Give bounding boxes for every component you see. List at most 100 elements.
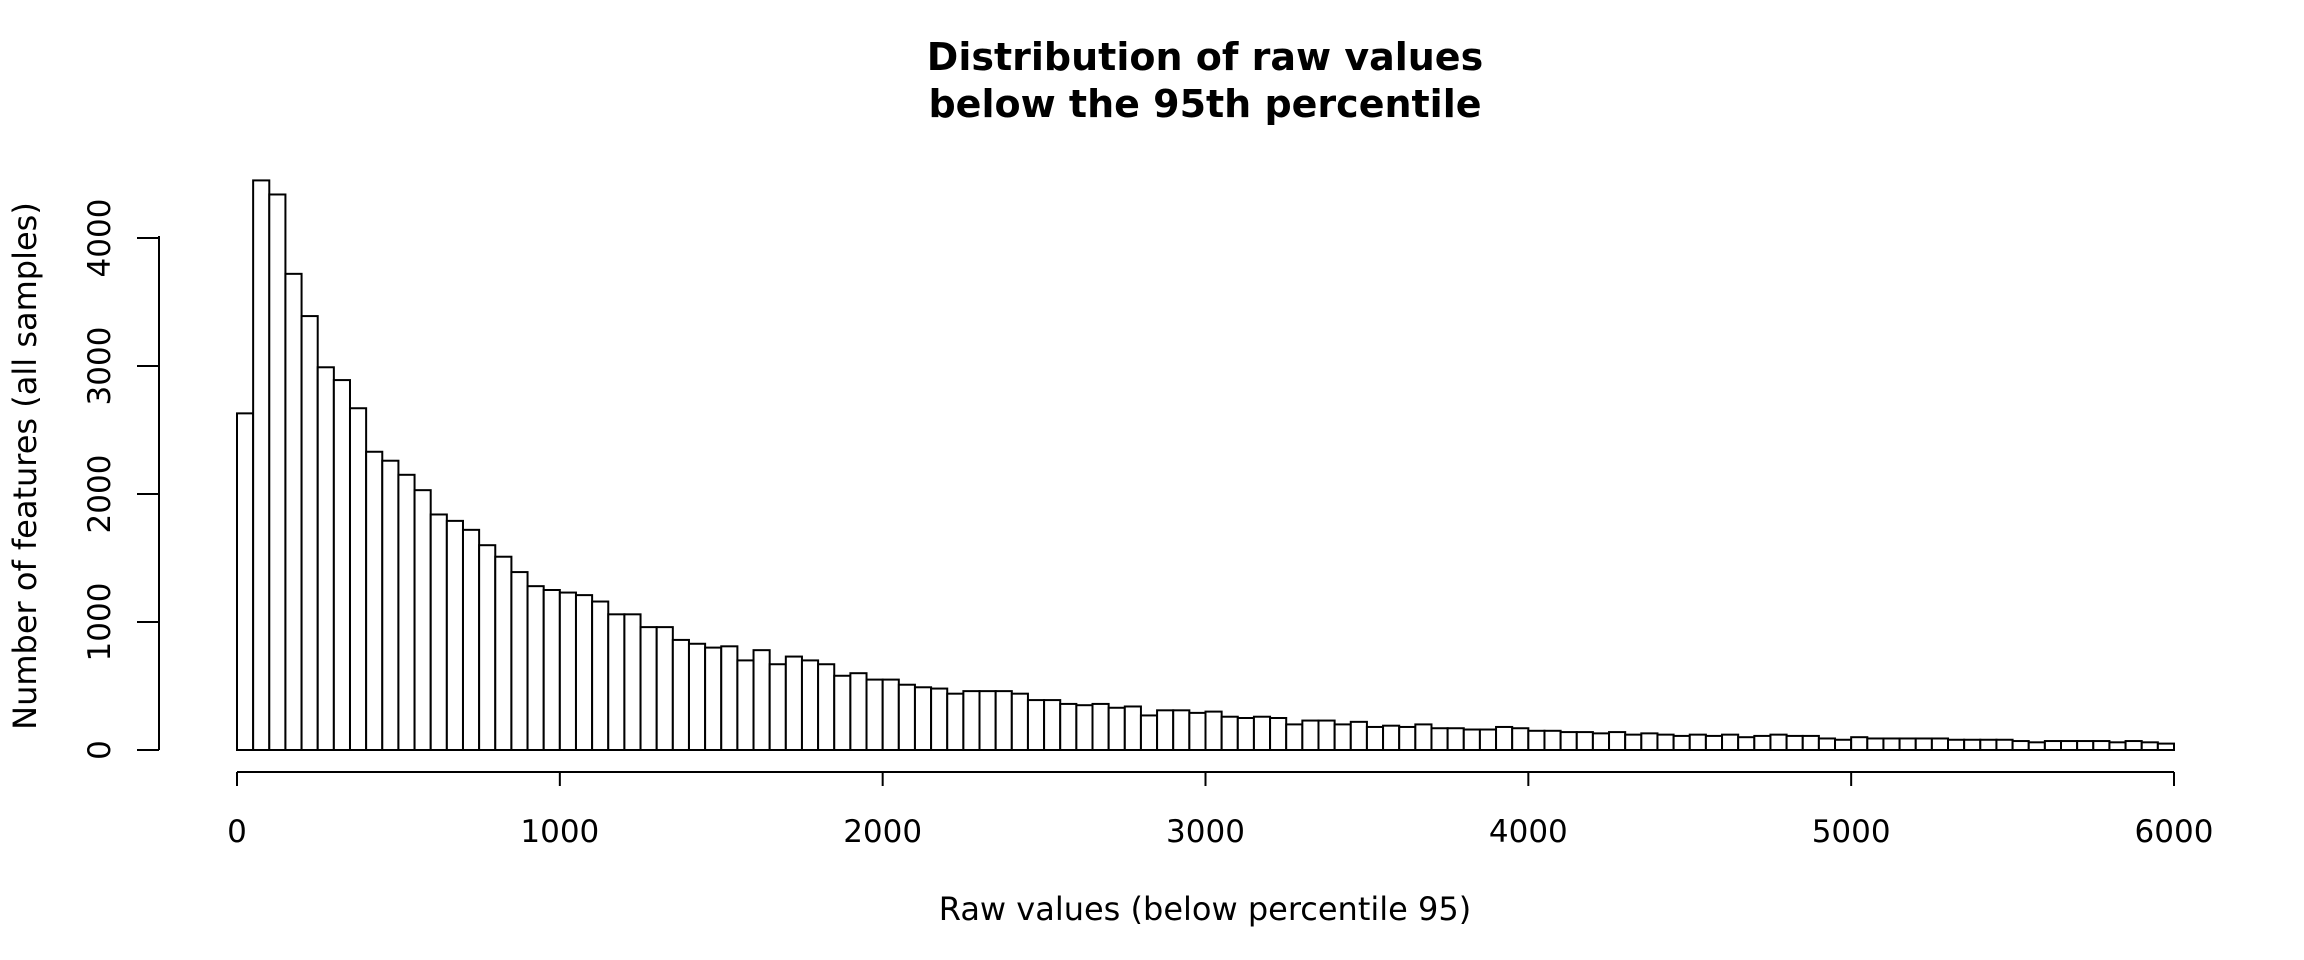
histogram-bar — [2124, 740, 2143, 751]
histogram-bar — [865, 678, 884, 751]
y-axis: 0 1000 2000 3000 4000 — [82, 199, 160, 760]
histogram-bar — [1317, 719, 1336, 751]
histogram-bar — [1737, 736, 1756, 752]
histogram-bar — [687, 642, 707, 752]
histogram-bar — [445, 519, 464, 751]
histogram-bar — [558, 591, 577, 751]
histogram-bar — [881, 678, 900, 751]
histogram-bar — [913, 686, 933, 752]
x-axis-label: Raw values (below percentile 95) — [939, 890, 1471, 928]
histogram-bar — [1495, 725, 1514, 752]
x-tick-label: 6000 — [2135, 814, 2214, 850]
histogram-bar — [1382, 724, 1401, 751]
histogram-bar — [413, 489, 432, 751]
histogram-bar — [2156, 742, 2176, 751]
histogram-bar — [268, 193, 287, 752]
histogram-bar — [817, 663, 836, 751]
histogram-bar — [397, 473, 416, 751]
histogram-bar — [768, 663, 787, 751]
histogram-bar — [1640, 732, 1659, 751]
histogram-bar — [1511, 727, 1530, 751]
x-tick-label: 0 — [227, 814, 247, 850]
histogram-bar — [784, 655, 803, 751]
x-axis: 0 1000 2000 3000 4000 5000 6000 — [227, 771, 2214, 850]
histogram-bar — [1753, 734, 1772, 751]
histogram-bar — [2076, 740, 2095, 751]
histogram-bar — [1430, 727, 1449, 751]
y-axis-label: Number of features (all samples) — [6, 202, 44, 730]
histogram-bar — [1301, 719, 1320, 751]
histogram-bar — [1834, 738, 1853, 752]
histogram-bar — [284, 272, 303, 751]
x-tick-label: 1000 — [520, 814, 599, 850]
histogram-bar — [639, 626, 658, 751]
histogram-bar — [1462, 728, 1481, 752]
histogram-bar — [1269, 717, 1288, 751]
histogram-bar — [332, 379, 351, 751]
histogram-bar — [316, 366, 335, 751]
x-tick-label: 4000 — [1489, 814, 1568, 850]
histogram-bar — [574, 594, 594, 751]
histogram-bar — [2043, 740, 2063, 751]
histogram-bar — [994, 690, 1013, 751]
histogram-bar — [348, 407, 368, 751]
histogram-bar — [1688, 733, 1707, 752]
histogram-bar — [671, 638, 690, 751]
histogram-bar — [494, 555, 513, 751]
histogram-bar — [461, 528, 481, 752]
histogram-bar — [1107, 706, 1126, 752]
y-tick-label: 0 — [82, 740, 118, 760]
chart-title-line1: Distribution of raw values — [927, 35, 1483, 79]
histogram-bar — [704, 646, 723, 751]
histogram-bar — [1398, 725, 1417, 752]
histogram-bar — [2011, 740, 2030, 751]
histogram-bar — [1188, 711, 1207, 752]
histogram-bar — [1672, 734, 1691, 751]
histogram-bar — [1914, 737, 1933, 751]
histogram-bar — [478, 544, 497, 752]
histogram-bar — [365, 450, 384, 751]
histogram-bar — [1624, 733, 1643, 752]
histogram-bar — [381, 459, 400, 751]
histogram-bar — [1608, 731, 1627, 752]
histogram-bar — [1446, 727, 1465, 751]
chart-title-line2: below the 95th percentile — [928, 82, 1481, 126]
histogram-bar — [1236, 717, 1255, 751]
histogram-bar — [1559, 731, 1578, 752]
histogram-bar — [2092, 740, 2111, 751]
y-tick-label: 2000 — [82, 455, 118, 534]
histogram-bar — [1850, 736, 1869, 752]
histogram-bar — [1478, 728, 1498, 752]
histogram-bar — [1963, 738, 1982, 752]
histogram-bar — [1817, 737, 1837, 751]
histogram-bar — [1527, 729, 1546, 751]
y-tick-label: 3000 — [82, 327, 118, 406]
histogram-bar — [930, 687, 949, 751]
histogram-bar — [1139, 714, 1159, 752]
histogram-bar — [1059, 702, 1078, 751]
histogram-bar — [1882, 737, 1901, 751]
histogram-bar — [1010, 692, 1029, 751]
histogram-bar — [720, 645, 739, 752]
histogram-bar — [1801, 734, 1820, 751]
histogram-bar — [1704, 734, 1724, 751]
histogram-bar — [833, 674, 852, 752]
histogram-bar — [1026, 699, 1046, 752]
histogram-bar — [2027, 741, 2046, 752]
histogram-bar — [1414, 723, 1433, 752]
histogram-bar — [897, 683, 916, 751]
histogram-bar — [1365, 725, 1385, 752]
histogram-bar — [623, 613, 642, 751]
histogram-bar — [252, 179, 271, 751]
histogram-bar — [1866, 737, 1885, 751]
histogram-bar — [1349, 720, 1368, 752]
histogram-bar — [800, 659, 820, 752]
histogram-bar — [1947, 738, 1966, 752]
histogram-bar — [1995, 738, 2014, 752]
histogram-bar — [1785, 734, 1804, 751]
histogram-bar — [1172, 709, 1191, 752]
histogram-bar — [655, 626, 674, 751]
histogram-bar — [1769, 733, 1788, 752]
histogram-bar — [1721, 733, 1740, 752]
